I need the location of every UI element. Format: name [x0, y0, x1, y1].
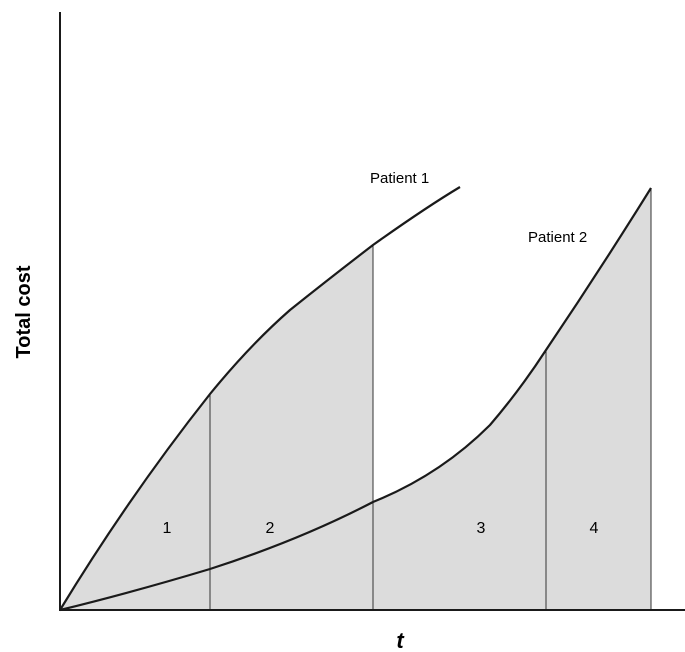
patient-1-curve [59, 186, 461, 611]
x-axis-title: t [396, 628, 405, 652]
region-label-4: 4 [590, 520, 599, 537]
region-label-1: 1 [163, 520, 172, 537]
region-label-2: 2 [266, 520, 275, 537]
y-axis-title: Total cost [13, 265, 35, 358]
patient-2-curve [59, 187, 652, 612]
patient-1-label: Patient 1 [370, 170, 429, 187]
patient-2-label: Patient 2 [528, 229, 587, 246]
patient-1-shaded-area [60, 245, 373, 610]
region-label-3: 3 [477, 520, 486, 537]
